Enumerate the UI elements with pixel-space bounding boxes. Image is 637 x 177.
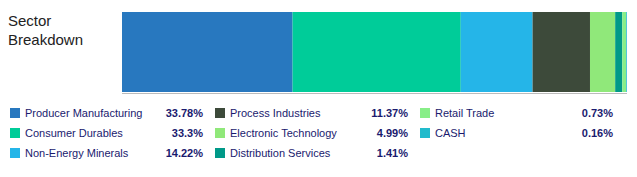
legend-label: Distribution Services bbox=[230, 147, 331, 159]
bar-segment bbox=[293, 12, 461, 92]
legend-swatch bbox=[420, 128, 430, 138]
legend-value: 0.16% bbox=[582, 127, 613, 139]
bar-segment bbox=[461, 12, 533, 92]
legend-label: Retail Trade bbox=[435, 107, 494, 119]
legend-label: Process Industries bbox=[230, 107, 321, 119]
bar-segment bbox=[615, 12, 622, 92]
bar-segment bbox=[622, 12, 626, 92]
bars bbox=[122, 12, 627, 92]
legend-swatch bbox=[215, 108, 225, 118]
legend-swatch bbox=[10, 148, 20, 158]
legend-label: CASH bbox=[435, 127, 466, 139]
legend-value: 4.99% bbox=[377, 127, 408, 139]
legend: Producer Manufacturing 33.78% Consumer Dur… bbox=[10, 107, 613, 159]
legend-swatch bbox=[10, 108, 20, 118]
legend-label: Producer Manufacturing bbox=[25, 107, 142, 119]
legend-value: 33.78% bbox=[166, 107, 204, 119]
title: SectorBreakdown bbox=[8, 12, 83, 48]
legend-swatch bbox=[215, 128, 225, 138]
legend-value: 1.41% bbox=[377, 147, 408, 159]
bar-segment bbox=[625, 12, 627, 92]
legend-swatch bbox=[420, 108, 430, 118]
bar-segment bbox=[590, 12, 615, 92]
legend-swatch bbox=[215, 148, 225, 158]
legend-swatch bbox=[10, 128, 20, 138]
legend-value: 33.3% bbox=[172, 127, 203, 139]
x-axis-line bbox=[122, 93, 627, 94]
legend-value: 11.37% bbox=[371, 107, 408, 119]
bar-segment bbox=[122, 12, 293, 92]
legend-value: 14.22% bbox=[166, 147, 204, 159]
legend-value: 0.73% bbox=[582, 107, 613, 119]
legend-label: Electronic Technology bbox=[230, 127, 337, 139]
legend-label: Consumer Durables bbox=[25, 127, 123, 139]
chart: SectorBreakdown Producer Manufacturing 33.… bbox=[0, 0, 637, 177]
bar-segment bbox=[533, 12, 590, 92]
legend-label: Non-Energy Minerals bbox=[25, 147, 129, 159]
